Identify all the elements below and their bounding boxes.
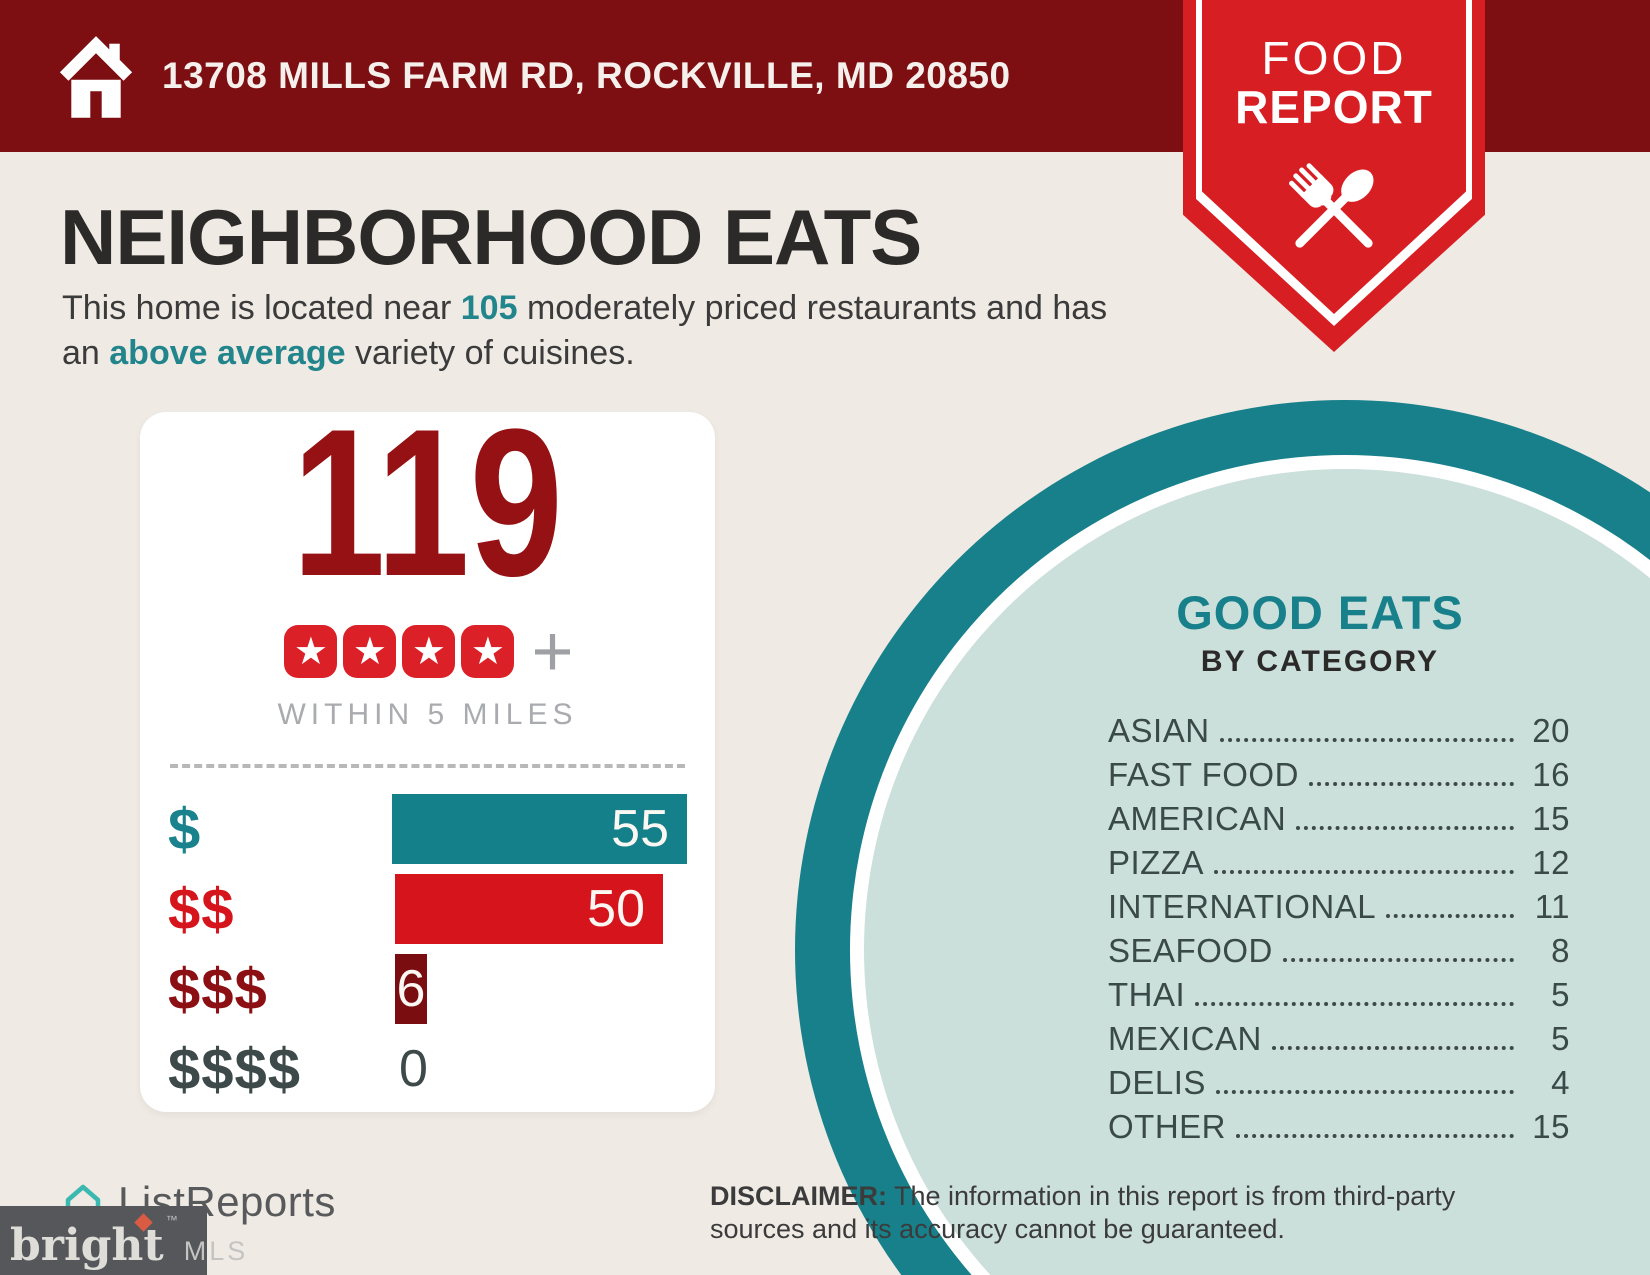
- category-row: MEXICAN 5: [1108, 1020, 1570, 1064]
- price-bar: 6: [395, 954, 427, 1024]
- price-row: $$$ 6: [168, 954, 687, 1024]
- restaurant-count: 105: [460, 289, 518, 327]
- subtitle-text-1: This home is located near: [62, 289, 461, 327]
- good-eats-title: GOOD EATS: [1176, 586, 1464, 639]
- category-label: AMERICAN: [1108, 800, 1287, 837]
- subtitle-text-3: variety of cuisines.: [345, 333, 635, 372]
- price-level-label: $$$$: [168, 1036, 302, 1102]
- star-icon: ★: [343, 625, 397, 678]
- disclaimer: DISCLAIMER: The information in this repo…: [710, 1180, 1550, 1246]
- dotted-leader: [1271, 1046, 1514, 1050]
- category-count: 16: [1532, 756, 1570, 793]
- category-label: SEAFOOD: [1108, 932, 1273, 969]
- disclaimer-label: DISCLAIMER:: [710, 1181, 887, 1211]
- bar-area: 50: [395, 874, 687, 944]
- good-eats-subtitle: BY CATEGORY: [1200, 645, 1440, 678]
- star-icon: ★: [461, 625, 515, 678]
- dashed-divider: [170, 764, 685, 768]
- category-row: DELIS 4: [1108, 1064, 1570, 1108]
- bright-wordmark: bright ™: [10, 1213, 178, 1268]
- category-count: 5: [1551, 1020, 1570, 1057]
- price-bars: $55 $$ 50 $$$ 6 $$$$ 0: [168, 794, 687, 1104]
- plus-sign: +: [531, 611, 574, 692]
- star-icon: ★: [402, 625, 456, 678]
- bright-text: bright: [10, 1220, 164, 1271]
- ribbon-title-line2: REPORT: [1235, 81, 1433, 134]
- category-row: ASIAN 20: [1108, 712, 1570, 756]
- category-label: INTERNATIONAL: [1108, 888, 1377, 925]
- price-level-label: $: [168, 796, 202, 862]
- bar-area: 6: [395, 954, 687, 1024]
- price-bar: 50: [395, 874, 663, 944]
- category-label: DELIS: [1108, 1064, 1206, 1101]
- category-row: SEAFOOD 8: [1108, 932, 1570, 976]
- category-count: 15: [1532, 1108, 1570, 1145]
- bar-area: 0: [395, 1034, 687, 1104]
- zero-value: 0: [399, 1040, 428, 1098]
- category-label: OTHER: [1108, 1108, 1226, 1145]
- good-eats-header: GOOD EATS BY CATEGORY: [1080, 585, 1560, 679]
- category-list: ASIAN 20 FAST FOOD 16 AMERICAN 15 PIZZA 12 INTER…: [1108, 712, 1570, 1152]
- category-count: 11: [1534, 888, 1570, 925]
- category-count: 5: [1551, 976, 1570, 1013]
- property-address: 13708 MILLS FARM RD, ROCKVILLE, MD 20850: [162, 55, 1011, 96]
- ribbon-title-line1: FOOD: [1261, 32, 1407, 84]
- price-row: $$$$ 0: [168, 1034, 687, 1104]
- category-count: 8: [1551, 932, 1570, 969]
- price-row: $$ 50: [168, 874, 687, 944]
- dotted-leader: [1296, 826, 1514, 830]
- category-row: AMERICAN 15: [1108, 800, 1570, 844]
- stats-card: 119 ★ ★ ★ ★ + WITHIN 5 MILES $55 $$ 50 $$$ 6 $$$$…: [140, 385, 715, 1112]
- star-icon: ★: [284, 625, 338, 678]
- category-label: MEXICAN: [1108, 1020, 1262, 1057]
- rating-stars: ★ ★ ★ ★ +: [168, 611, 687, 692]
- dotted-leader: [1236, 1134, 1514, 1138]
- dotted-leader: [1386, 914, 1514, 918]
- page-subtitle: This home is located near 105 moderately…: [62, 286, 1122, 376]
- category-row: THAI 5: [1108, 976, 1570, 1020]
- price-level-label: $$$: [168, 956, 268, 1022]
- ribbon-inner: FOOD REPORT: [1202, 0, 1466, 314]
- category-row: OTHER 15: [1108, 1108, 1570, 1152]
- crossed-utensils-icon: [1289, 163, 1374, 248]
- within-label: WITHIN 5 MILES: [277, 698, 578, 731]
- total-restaurants: 119: [291, 385, 564, 620]
- dotted-leader: [1282, 958, 1514, 962]
- category-row: INTERNATIONAL 11: [1108, 888, 1570, 932]
- category-row: FAST FOOD 16: [1108, 756, 1570, 800]
- price-row: $55: [168, 794, 687, 864]
- trademark-symbol: ™: [165, 1213, 178, 1227]
- category-count: 4: [1551, 1064, 1570, 1101]
- category-label: THAI: [1108, 976, 1186, 1013]
- price-bar: 55: [392, 794, 687, 864]
- bar-area: 55: [392, 794, 687, 864]
- dotted-leader: [1214, 870, 1514, 874]
- dotted-leader: [1215, 1090, 1514, 1094]
- category-count: 20: [1532, 712, 1570, 749]
- dotted-leader: [1308, 782, 1514, 786]
- page-title: NEIGHBORHOOD EATS: [60, 193, 922, 281]
- listreports-logo: ListReports: [60, 1178, 336, 1226]
- category-label: PIZZA: [1108, 844, 1205, 881]
- category-count: 12: [1532, 844, 1570, 881]
- price-level-label: $$: [168, 876, 235, 942]
- mls-text: MLS: [183, 1235, 249, 1266]
- category-row: PIZZA 12: [1108, 844, 1570, 888]
- variety-highlight: above average: [109, 333, 346, 372]
- category-label: ASIAN: [1108, 712, 1210, 749]
- home-icon: [59, 36, 133, 118]
- bright-mls-logo: bright ™ MLS: [0, 1206, 245, 1275]
- dotted-leader: [1219, 738, 1514, 742]
- disclaimer-text: The information in this report is from t…: [710, 1181, 1456, 1244]
- category-count: 15: [1532, 800, 1570, 837]
- subtitle-text-2: moderately priced restaurants and has an: [62, 289, 1108, 372]
- dotted-leader: [1195, 1002, 1514, 1006]
- category-label: FAST FOOD: [1108, 756, 1299, 793]
